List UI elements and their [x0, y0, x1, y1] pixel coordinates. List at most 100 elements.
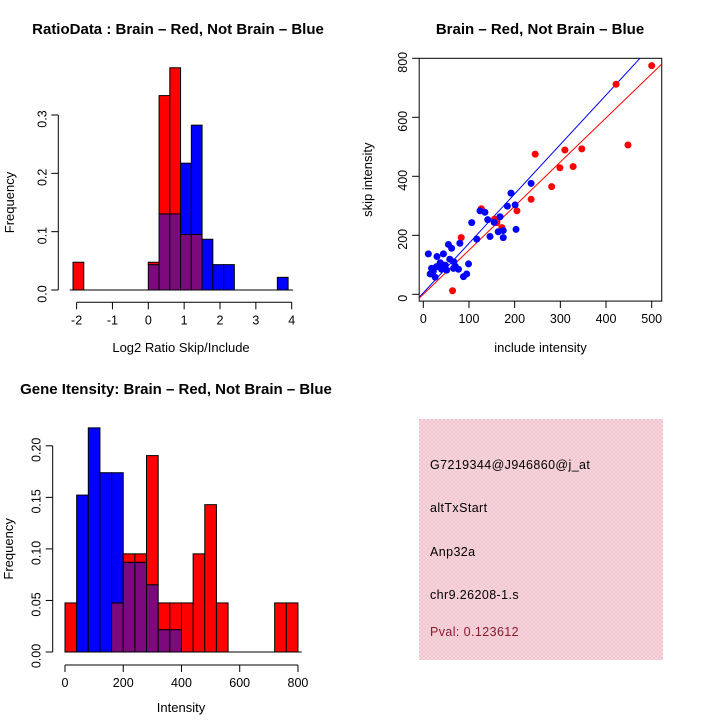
intensity-scatter-chart: 0 100 200 300 400 500 0 200 400 600 800 include int…: [360, 21, 663, 355]
y-axis-title: Frequency: [2, 171, 17, 233]
data-point-blue: [486, 232, 494, 240]
data-point-blue: [465, 260, 473, 268]
hist-bar-red: [158, 95, 171, 215]
y-tick-label: 0.05: [30, 592, 44, 616]
data-point-red: [457, 234, 465, 242]
x-tick-label: 0: [420, 312, 427, 326]
hist-bar-blue: [111, 472, 124, 604]
hist-bar-overlap: [122, 561, 136, 653]
data-point-blue: [459, 273, 467, 281]
data-point-blue: [431, 273, 439, 281]
x-axis-title: include intensity: [494, 340, 587, 355]
x-tick-label: 4: [288, 313, 295, 327]
data-point-blue: [435, 263, 443, 271]
hist-bar-blue: [99, 472, 113, 653]
x-tick-label: 400: [171, 676, 192, 690]
hist-bar-red: [285, 602, 299, 653]
y-axis-title: Frequency: [1, 518, 16, 580]
data-point-blue: [443, 266, 451, 274]
x-tick-label: 600: [229, 676, 250, 690]
y-tick-label: 0.3: [35, 110, 49, 127]
data-point-blue: [503, 202, 511, 210]
hist-bar-red: [192, 553, 206, 653]
y-tick-label: 200: [396, 229, 410, 250]
hist-bar-overlap: [134, 561, 148, 653]
hist-bar-overlap: [146, 584, 159, 653]
data-point-blue: [527, 179, 535, 187]
hist-bar-blue: [87, 427, 101, 653]
hist-bar-red: [72, 261, 85, 291]
y-tick-label: 600: [396, 111, 410, 132]
data-point-red: [548, 183, 556, 191]
data-point-blue: [490, 218, 498, 226]
data-point-blue: [507, 189, 515, 197]
hist-bar-red: [169, 67, 182, 215]
fit-lines: [419, 58, 662, 299]
x-tick-label: 200: [504, 312, 525, 326]
x-tick-label: -1: [107, 313, 118, 327]
hist-bar-red: [215, 602, 229, 653]
info-box: G7219344@J946860@j_at altTxStart Anp32a …: [419, 419, 663, 660]
x-tick-label: 200: [113, 676, 134, 690]
ratio-histogram-chart: 0.0 0.1 0.2 0.3 -2 -1 0 1 2 3 4 Log2 Ratio Skip/Inc…: [2, 21, 324, 355]
x-tick-label: 2: [217, 313, 224, 327]
y-tick-label: 0: [396, 295, 410, 302]
hist-bar-blue: [276, 276, 289, 291]
x-tick-label: 0: [145, 313, 152, 327]
probe-id-text: G7219344@J946860@j_at: [430, 458, 591, 472]
data-point-blue: [439, 250, 447, 258]
plot-box: [418, 57, 663, 302]
location-text: chr9.26208-1.s: [430, 588, 519, 602]
y-tick-label: 800: [396, 52, 410, 73]
data-point-blue: [473, 235, 481, 243]
data-point-red: [527, 195, 535, 203]
data-point-red: [569, 163, 577, 171]
x-tick-label: 500: [641, 312, 662, 326]
x-tick-label: 800: [288, 676, 309, 690]
data-point-red: [561, 146, 569, 154]
data-point-blue: [448, 244, 456, 252]
hist-bar-overlap: [169, 629, 182, 653]
hist-bar-overlap: [190, 233, 203, 291]
x-tick-label: 100: [459, 312, 480, 326]
hist-bar-red: [146, 455, 159, 586]
x-tick-label: 3: [252, 313, 259, 327]
x-tick-label: 0: [62, 676, 69, 690]
data-point-red: [612, 80, 620, 88]
data-point-blue: [511, 201, 519, 209]
hist-bar-overlap: [158, 213, 171, 291]
data-point-red: [556, 164, 564, 172]
panel-title: Gene Itensity: Brain – Red, Not Brain – …: [20, 381, 332, 398]
hist-bar-red: [204, 504, 217, 653]
y-tick-label: 0.10: [30, 541, 44, 565]
hist-bar-red: [169, 602, 182, 631]
y-tick-label: 0.20: [30, 438, 44, 462]
panel-title: RatioData : Brain – Red, Not Brain – Blu…: [32, 21, 324, 38]
hist-bar-blue: [76, 494, 89, 653]
y-tick-label: 0.1: [35, 227, 49, 244]
data-point-blue: [484, 216, 492, 224]
x-tick-label: 400: [596, 312, 617, 326]
y-tick-label: 0.0: [35, 285, 49, 302]
y-tick-label: 0.15: [30, 489, 44, 513]
hist-bar-blue: [180, 162, 192, 235]
y-tick-label: 400: [396, 170, 410, 191]
data-point-red: [449, 287, 457, 295]
data-point-blue: [429, 267, 437, 275]
gene-histogram-chart: 0.00 0.05 0.10 0.15 0.20 0 200 400 600 800 Intensi…: [1, 381, 332, 715]
data-point-red: [624, 141, 632, 149]
x-axis-title: Log2 Ratio Skip/Include: [112, 340, 249, 355]
hist-bar-blue: [190, 124, 203, 235]
gene-name-text: Anp32a: [430, 545, 476, 559]
panel-title: Brain – Red, Not Brain – Blue: [436, 21, 644, 38]
x-axis-title: Intensity: [157, 700, 206, 715]
data-point-red: [513, 207, 521, 215]
data-point-blue: [451, 262, 459, 270]
data-point-red: [648, 62, 656, 70]
data-point-blue: [476, 207, 484, 215]
gene-histogram-panel: 0.00 0.05 0.10 0.15 0.20 0 200 400 600 800 Intensi…: [0, 360, 360, 720]
hist-bar-red: [147, 261, 160, 266]
data-point-blue: [456, 239, 464, 247]
hist-bar-overlap: [147, 264, 160, 291]
hist-bar-overlap: [180, 233, 192, 291]
